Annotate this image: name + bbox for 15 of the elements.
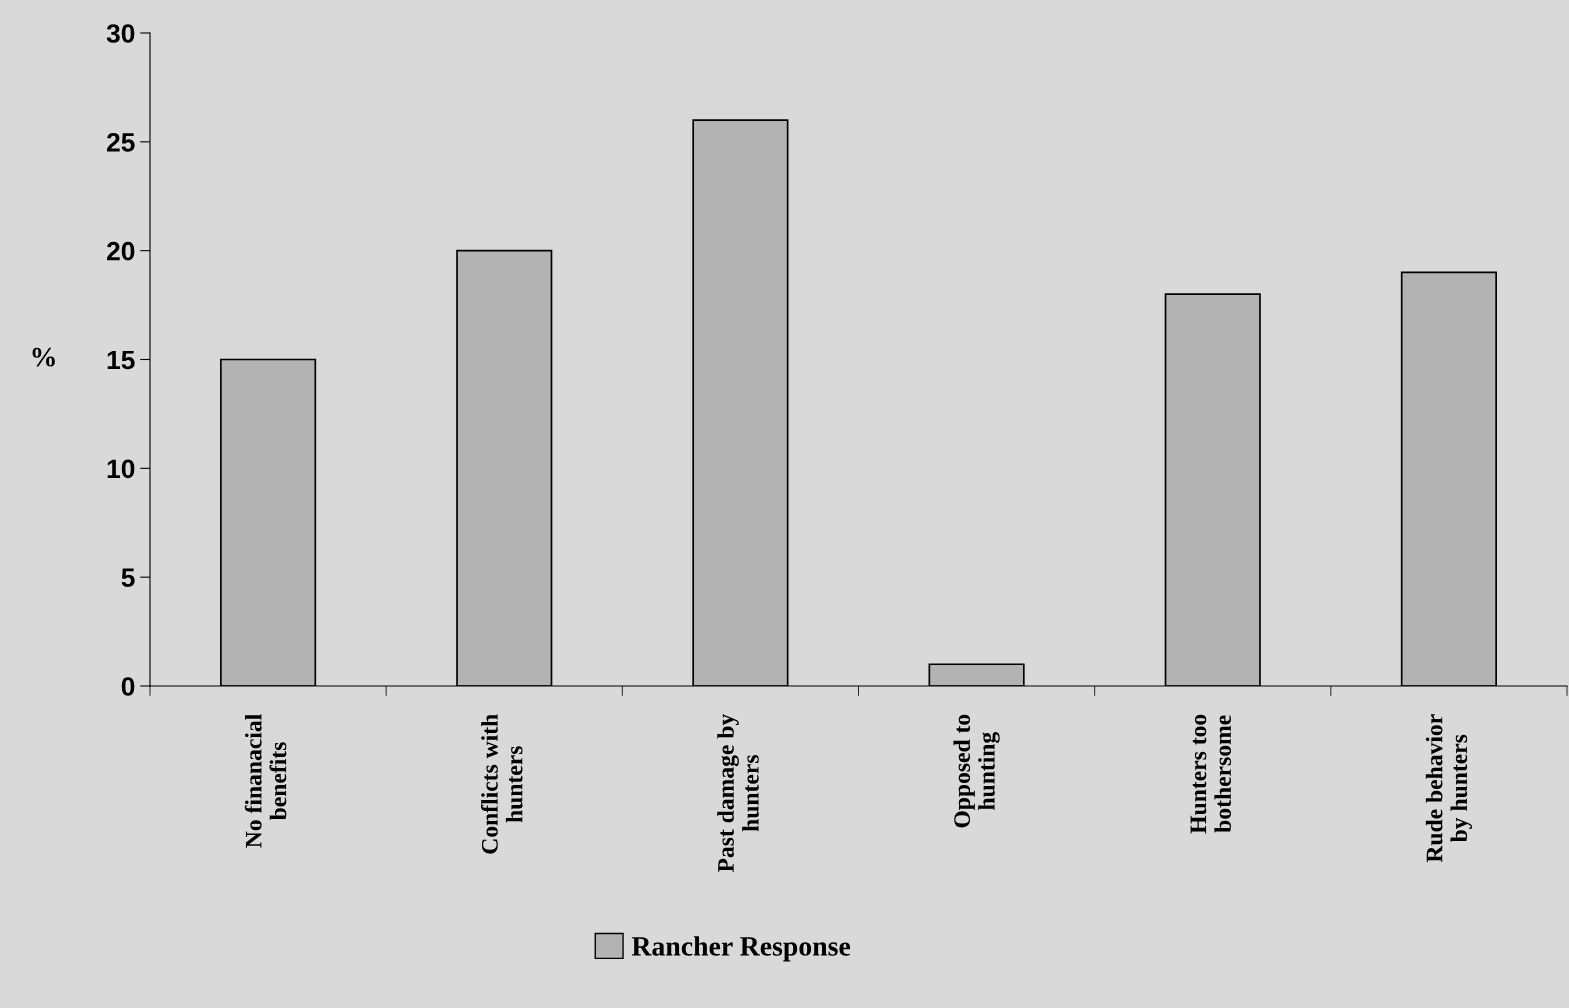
y-tick-label: 20 [106, 241, 135, 261]
y-tick-label: 25 [106, 132, 135, 152]
y-tick-label: 0 [121, 677, 135, 696]
x-tick-label: No finanacial benefits [244, 714, 287, 848]
x-tick-label: Rude behavior by hunters [1425, 714, 1472, 863]
y-tick-label: 10 [107, 459, 135, 479]
y-tick-label: 30 [106, 24, 135, 43]
y-tick-label: 15 [107, 350, 135, 370]
x-tick-label: Opposed to hunting [953, 714, 1000, 828]
x-tick-label: Past damage by hunters [717, 714, 759, 873]
x-tick-label: Conflicts with hunters [480, 714, 523, 854]
y-tick-label: 5 [121, 568, 135, 587]
legend-label: Rancher Response [631, 936, 851, 962]
y-axis-title: % [32, 347, 55, 367]
x-tick-label: Hunters too bothersome [1190, 714, 1231, 834]
